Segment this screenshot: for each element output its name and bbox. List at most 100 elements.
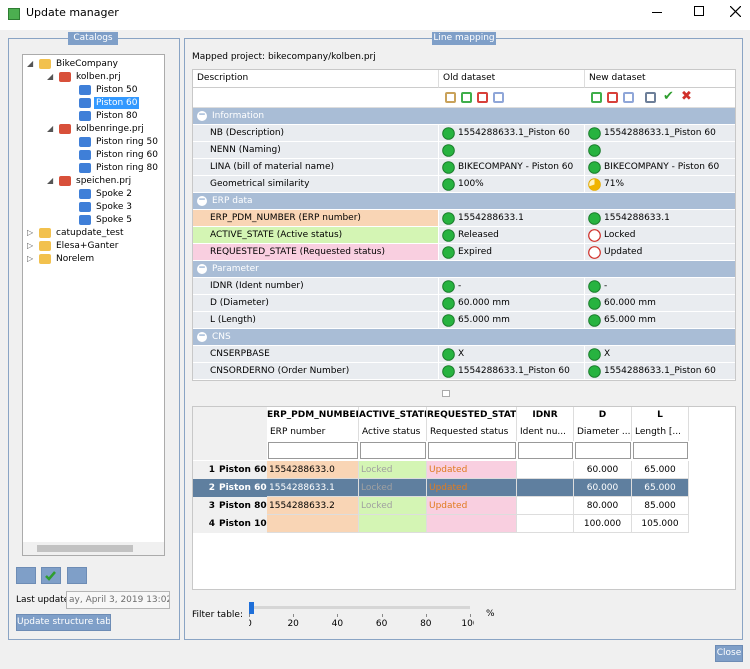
filter-input[interactable] bbox=[518, 442, 573, 459]
toolbar-icon[interactable] bbox=[461, 92, 472, 103]
grid-cell[interactable]: 1554288633.1 bbox=[267, 479, 359, 497]
expand-arrow[interactable]: ▷ bbox=[27, 241, 34, 250]
edit-button[interactable] bbox=[67, 567, 87, 584]
toolbar-icon[interactable] bbox=[493, 92, 504, 103]
tree-node[interactable]: Piston 80 bbox=[96, 111, 138, 121]
grid-cell[interactable]: 105.000 bbox=[632, 515, 689, 533]
expand-arrow[interactable]: ◢ bbox=[27, 59, 34, 68]
toolbar-icon[interactable] bbox=[477, 92, 488, 103]
row-name[interactable]: Piston 80 bbox=[217, 497, 267, 515]
scroll-thumb[interactable] bbox=[442, 390, 450, 397]
new-value-cell bbox=[585, 125, 735, 142]
old-value-cell bbox=[439, 363, 585, 380]
tree-node[interactable]: Piston ring 60 bbox=[96, 150, 158, 160]
expand-arrow[interactable]: ▷ bbox=[27, 228, 34, 237]
tree-node[interactable]: kolbenringe.prj bbox=[76, 124, 144, 134]
update-structure-button[interactable]: Update structure table bbox=[16, 614, 111, 631]
grid-cell[interactable] bbox=[517, 479, 574, 497]
minimize-button[interactable] bbox=[652, 12, 662, 13]
tree-node[interactable]: BikeCompany bbox=[56, 59, 118, 69]
item-icon bbox=[79, 189, 91, 199]
grid-cell[interactable]: 65.000 bbox=[632, 461, 689, 479]
grid-cell[interactable]: Locked bbox=[359, 497, 427, 515]
filter-input[interactable] bbox=[360, 442, 426, 459]
row-header[interactable]: 3 bbox=[193, 497, 217, 515]
window-title: Update manager bbox=[26, 6, 119, 19]
filter-input[interactable] bbox=[268, 442, 358, 459]
corner-cell bbox=[193, 407, 267, 460]
grid-cell[interactable] bbox=[517, 497, 574, 515]
collapse-icon[interactable]: − bbox=[197, 196, 207, 206]
grid-cell[interactable]: Updated bbox=[427, 479, 517, 497]
tree-node[interactable]: catupdate_test bbox=[56, 228, 124, 238]
close-button[interactable]: Close bbox=[715, 645, 743, 662]
tree-node[interactable]: Norelem bbox=[56, 254, 95, 264]
row-name[interactable]: Piston 60 bbox=[217, 461, 267, 479]
filter-input[interactable] bbox=[633, 442, 688, 459]
collapse-icon[interactable]: − bbox=[197, 111, 207, 121]
expand-arrow[interactable]: ◢ bbox=[47, 176, 54, 185]
mapping-scrollbar[interactable] bbox=[192, 388, 736, 399]
reject-all-icon[interactable]: ✖ bbox=[681, 90, 692, 104]
maximize-button[interactable] bbox=[694, 6, 704, 16]
scroll-thumb[interactable] bbox=[37, 545, 133, 552]
filter-input[interactable] bbox=[428, 442, 516, 459]
grid-cell[interactable]: 1554288633.0 bbox=[267, 461, 359, 479]
close-window-button[interactable] bbox=[730, 6, 741, 17]
collapse-icon[interactable]: − bbox=[197, 264, 207, 274]
grid-cell[interactable]: 60.000 bbox=[574, 461, 632, 479]
grid-cell[interactable]: 1554288633.2 bbox=[267, 497, 359, 515]
slider-tick-label: 80 bbox=[420, 619, 432, 629]
grid-cell[interactable]: 85.000 bbox=[632, 497, 689, 515]
grid-cell[interactable]: 60.000 bbox=[574, 479, 632, 497]
row-name[interactable]: Piston 60 bbox=[217, 479, 267, 497]
grid-cell[interactable]: 80.000 bbox=[574, 497, 632, 515]
row-header[interactable]: 4 bbox=[193, 515, 217, 533]
row-header[interactable]: 2 bbox=[193, 479, 217, 497]
tree-node[interactable]: Piston ring 80 bbox=[96, 163, 158, 173]
tree-node[interactable]: Elesa+Ganter bbox=[56, 241, 119, 251]
tree-scrollbar[interactable] bbox=[23, 542, 164, 555]
expand-arrow[interactable]: ◢ bbox=[47, 124, 54, 133]
tree-node[interactable]: Piston ring 50 bbox=[96, 137, 158, 147]
slider-thumb[interactable] bbox=[249, 602, 254, 614]
toolbar-icon[interactable] bbox=[623, 92, 634, 103]
grid-cell[interactable]: Locked bbox=[359, 479, 427, 497]
row-header[interactable]: 1 bbox=[193, 461, 217, 479]
map-button[interactable] bbox=[16, 567, 36, 584]
grid-cell[interactable]: 100.000 bbox=[574, 515, 632, 533]
status-icon bbox=[442, 348, 455, 361]
grid-cell[interactable] bbox=[517, 515, 574, 533]
row-name[interactable]: Piston 100 bbox=[217, 515, 267, 533]
accept-all-icon[interactable]: ✔ bbox=[663, 90, 674, 104]
grid-cell[interactable]: Updated bbox=[427, 461, 517, 479]
tree-node[interactable]: Piston 60 bbox=[94, 97, 140, 109]
accept-button[interactable] bbox=[41, 567, 61, 584]
collapse-icon[interactable]: − bbox=[197, 332, 207, 342]
tree-node[interactable]: Spoke 5 bbox=[96, 215, 132, 225]
column-name: REQUESTED_STATE bbox=[427, 407, 517, 424]
grid-cell[interactable] bbox=[427, 515, 517, 533]
grid-cell[interactable]: Locked bbox=[359, 461, 427, 479]
toolbar-icon[interactable] bbox=[645, 92, 656, 103]
toolbar-icon[interactable] bbox=[591, 92, 602, 103]
filter-slider[interactable]: 0 20 40 60 80 100 bbox=[249, 602, 474, 632]
grid-cell[interactable]: Updated bbox=[427, 497, 517, 515]
expand-arrow[interactable]: ◢ bbox=[47, 72, 54, 81]
slider-tick bbox=[470, 614, 471, 617]
tree-node[interactable]: kolben.prj bbox=[76, 72, 121, 82]
filter-input[interactable] bbox=[575, 442, 631, 459]
grid-cell[interactable] bbox=[267, 515, 359, 533]
column-header: Old dataset bbox=[439, 70, 585, 88]
grid-cell[interactable] bbox=[517, 461, 574, 479]
expand-arrow[interactable]: ▷ bbox=[27, 254, 34, 263]
tree-node[interactable]: speichen.prj bbox=[76, 176, 132, 186]
grid-cell[interactable]: 65.000 bbox=[632, 479, 689, 497]
grid-cell[interactable] bbox=[359, 515, 427, 533]
toolbar-icon[interactable] bbox=[445, 92, 456, 103]
tree-node[interactable]: Piston 50 bbox=[96, 85, 138, 95]
tree-node[interactable]: Spoke 2 bbox=[96, 189, 132, 199]
toolbar-icon[interactable] bbox=[607, 92, 618, 103]
catalog-tree: ◢ BikeCompany ◢ kolben.prj Piston 50 Piston 6… bbox=[22, 54, 165, 556]
tree-node[interactable]: Spoke 3 bbox=[96, 202, 132, 212]
